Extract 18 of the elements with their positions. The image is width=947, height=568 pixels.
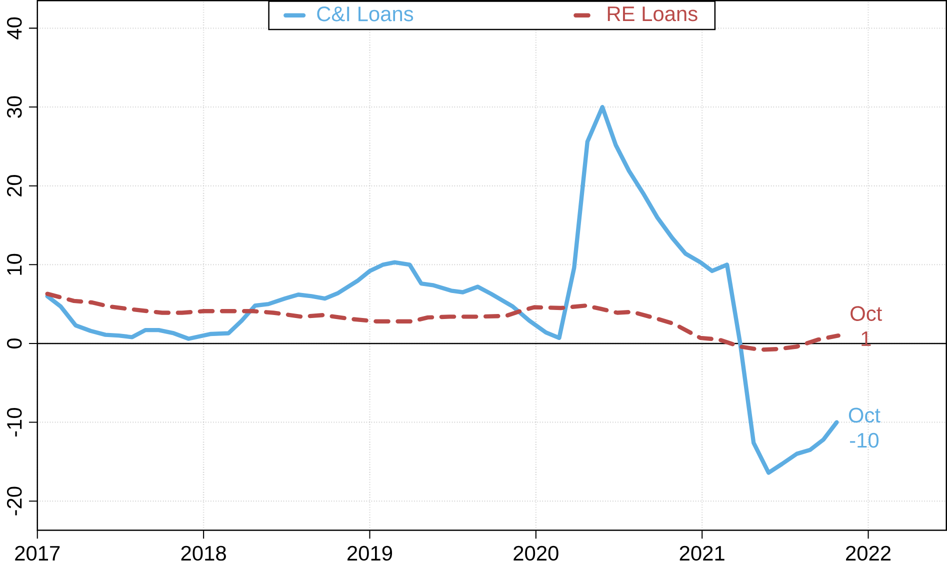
y-tick-label: -10 [6, 408, 22, 437]
annotation: Oct 1 [850, 306, 882, 346]
x-tick-label: 2022 [846, 546, 890, 561]
annotation: Oct -10 [848, 408, 880, 448]
y-tick-label: 30 [6, 96, 22, 118]
x-tick-label: 2017 [15, 546, 60, 561]
y-tick-label: 20 [6, 175, 22, 197]
y-tick-label: -20 [6, 486, 22, 516]
y-tick-label: 40 [6, 18, 22, 40]
legend-label: C&I Loans [317, 6, 414, 22]
x-tick-label: 2021 [680, 546, 724, 561]
x-tick-label: 2019 [348, 546, 392, 561]
x-tick-label: 2018 [181, 546, 226, 561]
x-tick-label: 2020 [514, 546, 558, 561]
legend-label: RE Loans [608, 6, 698, 22]
y-tick-label: 10 [6, 254, 22, 275]
y-tick-label: 0 [6, 338, 22, 349]
line-series [45, 105, 839, 475]
